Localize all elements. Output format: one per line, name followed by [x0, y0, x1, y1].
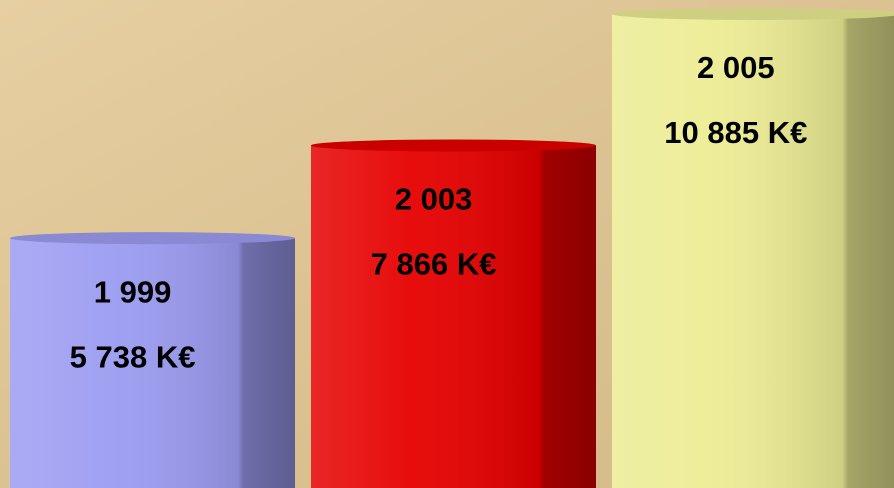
value-label: 10 885 K€ — [664, 115, 807, 150]
category-label: 2 005 — [697, 50, 775, 85]
bar-shade — [311, 145, 596, 488]
bar-cap — [10, 232, 295, 245]
value-label: 5 738 K€ — [70, 339, 196, 374]
bar-cap — [311, 139, 596, 152]
bar-shade — [612, 14, 894, 488]
bar-cap — [612, 8, 894, 20]
bar-cap-shade — [612, 8, 894, 20]
bar-cap-shade — [10, 232, 295, 245]
value-label: 7 866 K€ — [371, 247, 497, 282]
bar-cap-shade — [311, 139, 596, 152]
category-label: 2 003 — [395, 182, 473, 217]
bar-shade — [10, 238, 295, 488]
category-label: 1 999 — [94, 274, 172, 309]
